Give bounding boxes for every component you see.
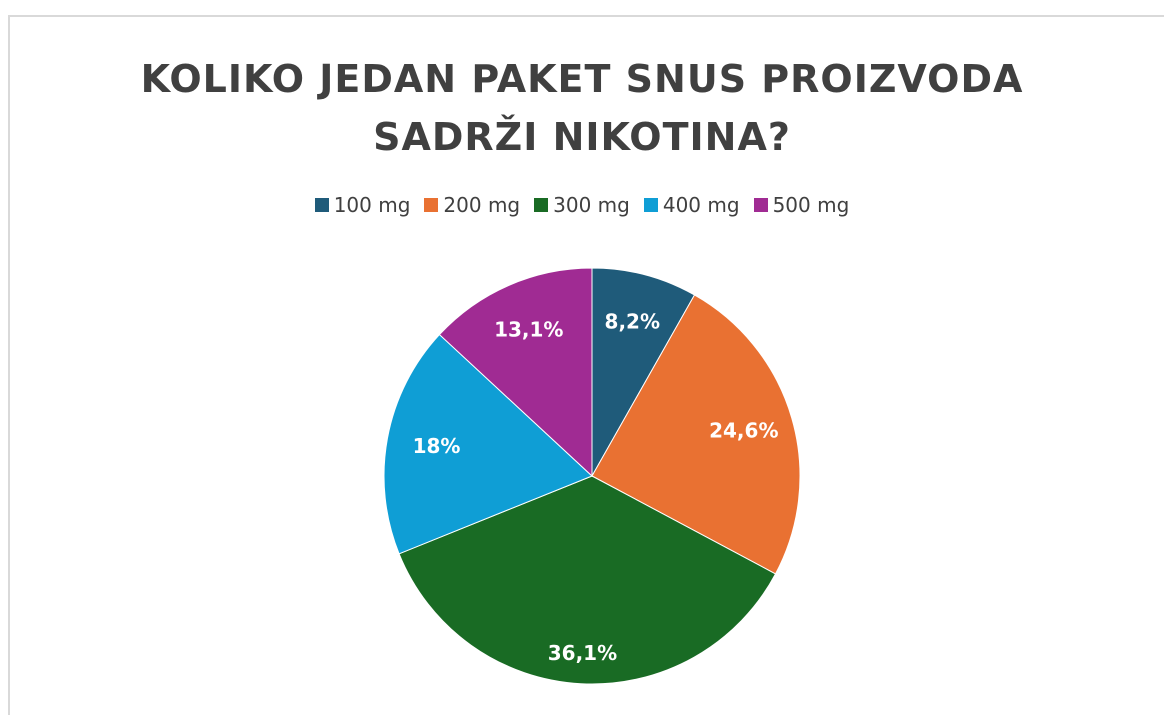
- legend-item: 500 mg: [753, 193, 850, 217]
- data-label: 8,2%: [605, 310, 660, 334]
- legend-swatch: [753, 198, 768, 212]
- legend-item: 300 mg: [534, 193, 630, 217]
- pie-slice: [591, 267, 696, 478]
- data-label: 18%: [413, 434, 461, 458]
- legend-swatch: [424, 198, 439, 212]
- data-label: 13,1%: [494, 318, 563, 342]
- legend-swatch: [534, 198, 549, 212]
- data-label: 36,1%: [548, 641, 617, 665]
- legend-label: 200 mg: [443, 193, 521, 217]
- data-label: 24,6%: [709, 418, 778, 442]
- legend-label: 400 mg: [662, 193, 740, 217]
- legend: 100 mg 200 mg 300 mg 400 mg 500 mg: [0, 193, 1164, 217]
- legend-label: 100 mg: [333, 193, 411, 217]
- legend-item: 100 mg: [314, 193, 411, 217]
- pie-slice: [383, 333, 593, 555]
- pie-slice: [398, 475, 777, 685]
- legend-label: 500 mg: [772, 193, 850, 217]
- legend-swatch: [314, 198, 329, 212]
- legend-item: 200 mg: [424, 193, 520, 217]
- legend-swatch: [643, 198, 658, 212]
- pie-slice: [591, 294, 801, 575]
- legend-label: 300 mg: [553, 193, 630, 217]
- chart-frame: [8, 15, 1164, 715]
- chart-title: KOLIKO JEDAN PAKET SNUS PROIZVODA SADRŽI…: [140, 57, 1024, 159]
- pie-slice: [438, 267, 593, 478]
- legend-item: 400 mg: [643, 193, 740, 217]
